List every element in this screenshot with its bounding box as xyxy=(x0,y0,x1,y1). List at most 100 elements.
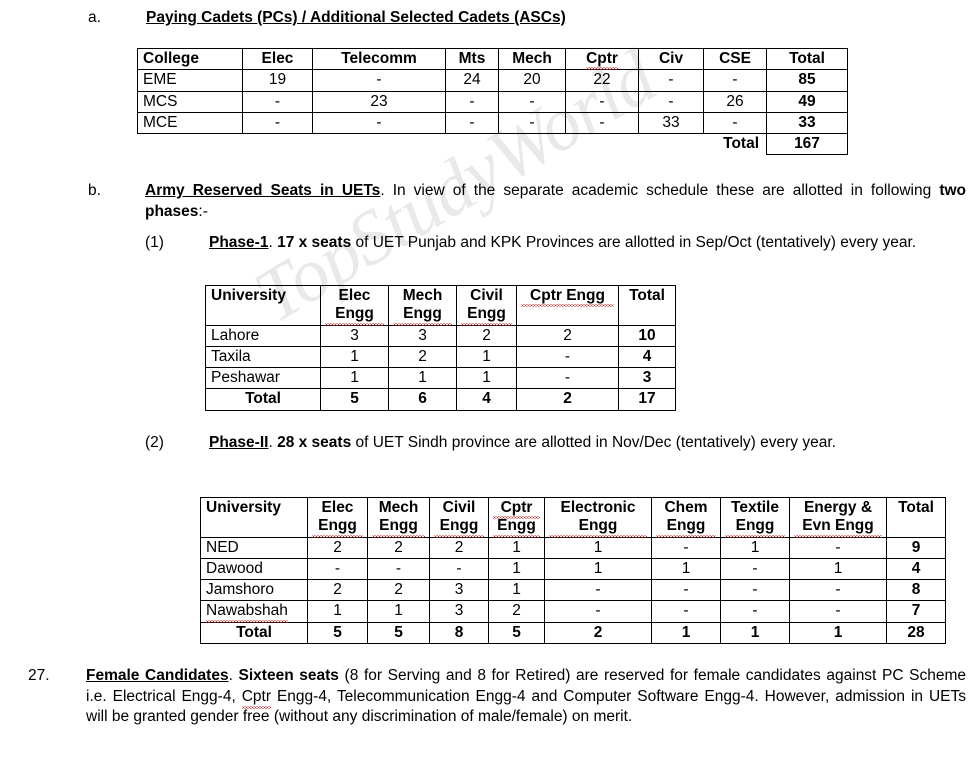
phase-1-table: University Elec Engg Mech Engg Civil Eng… xyxy=(205,285,676,411)
cell-row-total: 33 xyxy=(766,111,848,135)
col-mech-engg: Mech Engg xyxy=(367,497,430,538)
subsection-1-heading: Phase-1 xyxy=(209,234,269,251)
table-grand-total-row: Total 167 xyxy=(138,133,848,156)
cell-value: - xyxy=(498,111,566,135)
cell-row-total: 4 xyxy=(886,557,946,581)
cell-value: - xyxy=(445,111,499,135)
cell-value: 1 xyxy=(320,367,389,390)
cell-value: 1 xyxy=(488,579,545,602)
col-civil-engg-l1: Civil xyxy=(470,287,503,304)
total-value: 2 xyxy=(516,388,619,411)
total-value: 1 xyxy=(651,621,721,644)
cell-value: 1 xyxy=(388,367,457,390)
cell-value: - xyxy=(429,557,489,581)
paragraph-27-heading: Female Candidates xyxy=(86,667,229,684)
table-row: Peshawar 1 1 1 - 3 xyxy=(205,367,676,390)
paragraph-27-seats: Sixteen seats xyxy=(238,667,339,684)
col-electronic-engg-l1: Electronic xyxy=(560,499,636,516)
section-a: a. Paying Cadets (PCs) / Additional Sele… xyxy=(88,8,968,29)
grand-total-value: 28 xyxy=(886,621,946,644)
col-chem-engg-l2: Engg xyxy=(656,517,716,538)
col-electronic-engg-l2: Engg xyxy=(549,517,647,538)
cell-row-total: 4 xyxy=(618,345,676,369)
table-row: Nawabshah 1 1 3 2 - - - - 7 xyxy=(200,600,946,624)
table-row: EME 19 - 24 20 22 - - 85 xyxy=(137,69,848,92)
cell-value: 24 xyxy=(445,69,499,92)
cell-university: Taxila xyxy=(205,345,321,369)
col-chem-engg-l1: Chem xyxy=(664,499,708,516)
grand-total-value: 17 xyxy=(618,388,676,411)
col-total: Total xyxy=(766,47,848,71)
cell-college: MCS xyxy=(137,90,243,113)
cell-university: NED xyxy=(200,536,308,559)
subsection-2-text-1: . xyxy=(268,434,278,451)
cell-value: - xyxy=(651,536,721,559)
cell-value: 22 xyxy=(565,69,639,92)
col-telecomm: Telecomm xyxy=(312,47,446,71)
table-row: Lahore 3 3 2 2 10 xyxy=(205,324,676,347)
cell-row-total: 3 xyxy=(618,367,676,390)
cell-university: Peshawar xyxy=(205,367,321,390)
col-cptr-text: Cptr xyxy=(586,50,618,71)
table-row: Dawood - - - 1 1 1 - 1 4 xyxy=(200,557,946,581)
table-total-row: Total 5 5 8 5 2 1 1 1 28 xyxy=(200,621,946,644)
section-b-body: Army Reserved Seats in UETs. In view of … xyxy=(145,181,966,222)
col-mech-engg-l2: Engg xyxy=(393,305,452,326)
total-label: Total xyxy=(205,388,321,411)
col-energy-evn-engg-l2: Evn Engg xyxy=(794,517,882,538)
cell-value: 1 xyxy=(720,536,790,559)
col-total-l1: Total xyxy=(898,499,934,516)
subsection-2-body: Phase-II. 28 x seats of UET Sindh provin… xyxy=(209,433,966,454)
cell-value: 1 xyxy=(488,557,545,581)
cell-value: - xyxy=(544,600,652,623)
cell-value: - xyxy=(651,600,721,623)
cell-value: - xyxy=(703,69,767,92)
subsection-2-marker: (2) xyxy=(145,434,164,451)
col-elec-engg-l1: Elec xyxy=(321,499,354,516)
cell-value: 2 xyxy=(516,324,619,347)
cell-value: - xyxy=(789,600,887,623)
table-header-row: College Elec Telecomm Mts Mech Cptr Civ … xyxy=(137,47,848,71)
col-textile-engg: Textile Engg xyxy=(720,497,790,538)
col-mech-engg: Mech Engg xyxy=(388,285,457,326)
table-header-row: University Elec Engg Mech Engg Civil Eng… xyxy=(205,285,676,326)
cell-value: 26 xyxy=(703,90,767,113)
col-university: University xyxy=(200,497,308,538)
table-row: Jamshoro 2 2 3 1 - - - - 8 xyxy=(200,579,946,602)
col-textile-engg-l1: Textile xyxy=(731,499,779,516)
cell-value: - xyxy=(789,579,887,602)
paragraph-27: 27. Female Candidates. Sixteen seats (8 … xyxy=(28,666,966,728)
section-b-text-2: :- xyxy=(198,202,208,220)
grand-total-label: Total xyxy=(723,135,759,153)
col-mts: Mts xyxy=(445,47,499,71)
col-civil-engg: Civil Engg xyxy=(456,285,517,326)
col-mech-engg-l2: Engg xyxy=(372,517,425,538)
col-university: University xyxy=(205,285,321,326)
subsection-2-seats: 28 x seats xyxy=(277,434,352,451)
cell-value: 1 xyxy=(307,600,368,623)
cell-value: 3 xyxy=(388,324,457,347)
col-elec-engg-l2: Engg xyxy=(325,305,384,326)
section-b-text: Army Reserved Seats in UETs. In view of … xyxy=(145,181,966,222)
grand-total-spacer xyxy=(138,134,704,155)
col-civil-engg: Civil Engg xyxy=(429,497,489,538)
col-cse: CSE xyxy=(703,47,767,71)
paragraph-27-text-3: Engg-4, Telecommunication Engg-4 and Com… xyxy=(86,687,966,726)
phase-2-table: University Elec Engg Mech Engg Civil Eng… xyxy=(200,497,946,644)
section-a-heading: Paying Cadets (PCs) / Additional Selecte… xyxy=(146,9,566,26)
col-total-l1: Total xyxy=(629,287,665,304)
cell-value: 1 xyxy=(544,557,652,581)
cell-value: - xyxy=(720,579,790,602)
col-total: Total xyxy=(886,497,946,538)
cell-value: - xyxy=(307,557,368,581)
subsection-1-text: Phase-1. 17 x seats of UET Punjab and KP… xyxy=(209,233,966,254)
col-energy-evn-engg-l1: Energy & xyxy=(803,499,873,516)
cell-college: EME xyxy=(137,69,243,92)
cell-value: - xyxy=(242,90,313,113)
cell-value: - xyxy=(720,557,790,581)
cell-value: - xyxy=(312,69,446,92)
total-value: 5 xyxy=(307,621,368,644)
cell-value: 3 xyxy=(320,324,389,347)
cell-value: 1 xyxy=(651,557,721,581)
col-college: College xyxy=(137,47,243,71)
